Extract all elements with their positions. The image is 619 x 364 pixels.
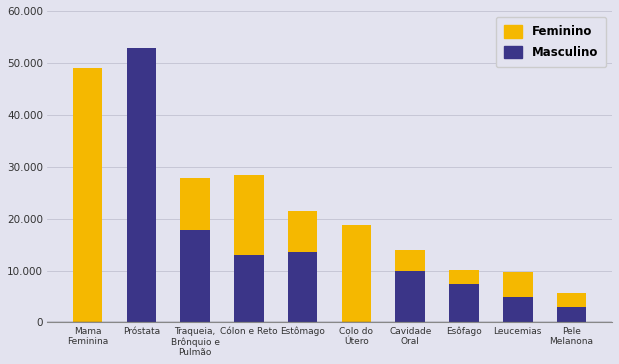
Bar: [126, 48, 156, 323]
Legend: Feminino, Masculino: Feminino, Masculino: [496, 17, 606, 67]
Bar: [503, 297, 532, 323]
Bar: [234, 174, 264, 255]
Bar: [288, 252, 318, 323]
Bar: [288, 211, 318, 252]
Bar: [396, 250, 425, 270]
Bar: [557, 293, 586, 307]
Bar: [396, 270, 425, 323]
Bar: [557, 307, 586, 323]
Bar: [73, 68, 102, 323]
Bar: [449, 284, 479, 323]
Bar: [234, 255, 264, 323]
Bar: [449, 269, 479, 284]
Bar: [180, 230, 210, 323]
Bar: [503, 272, 532, 297]
Bar: [342, 225, 371, 323]
Bar: [180, 178, 210, 230]
